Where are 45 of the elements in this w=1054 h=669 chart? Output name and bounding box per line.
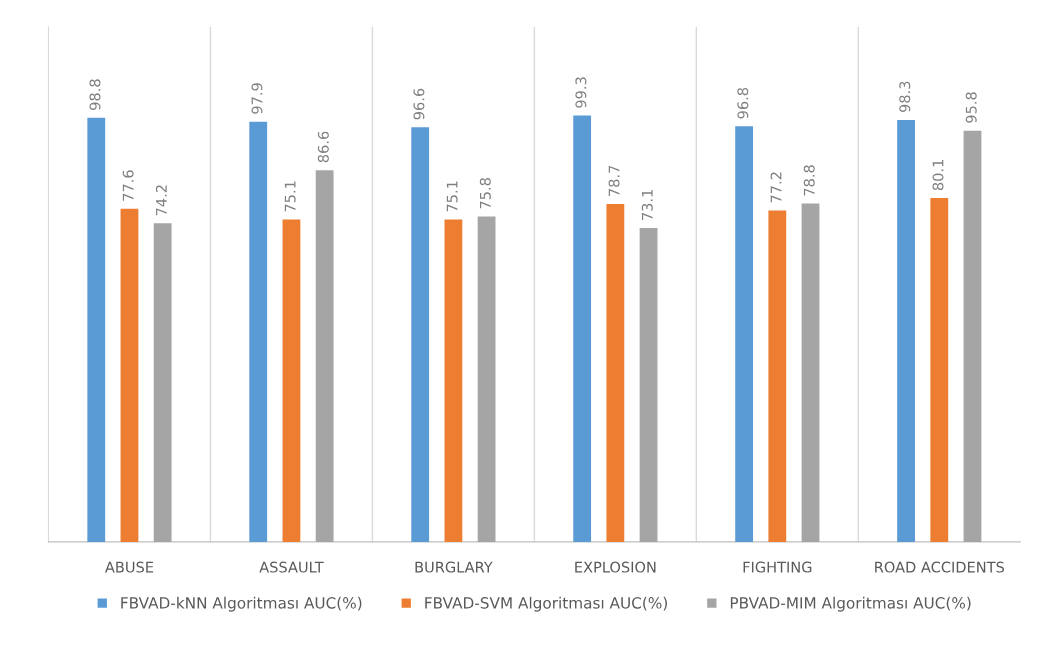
- data-label: 96.8: [737, 87, 749, 119]
- bar: [801, 203, 820, 542]
- x-tick-label: ABUSE: [105, 561, 154, 573]
- data-label: 75.1: [446, 181, 458, 212]
- bar: [606, 204, 625, 542]
- data-label: 96.6: [413, 88, 425, 120]
- data-label: 78.7: [608, 165, 620, 196]
- bar: [930, 198, 949, 542]
- data-label: 78.8: [803, 165, 815, 196]
- data-label: 86.6: [317, 131, 329, 163]
- data-label: 97.9: [251, 83, 263, 114]
- bar: [768, 210, 787, 542]
- bar: [735, 126, 754, 542]
- legend-label: PBVAD-MIM Algoritması AUC(%): [730, 596, 971, 612]
- bar: [87, 117, 106, 542]
- data-label: 99.3: [575, 77, 587, 108]
- legend-label: FBVAD-SVM Algoritması AUC(%): [425, 596, 667, 612]
- x-tick-label: ASSAULT: [259, 561, 324, 573]
- x-tick-label: BURGLARY: [415, 561, 493, 573]
- data-label: 77.6: [122, 170, 134, 201]
- data-label: 95.8: [965, 92, 977, 123]
- bar: [315, 170, 334, 542]
- bar: [282, 219, 301, 542]
- bar: [573, 115, 592, 542]
- data-label: 75.8: [479, 178, 491, 209]
- legend-label: FBVAD-kNN Algoritması AUC(%): [121, 596, 362, 612]
- data-label: 80.1: [932, 159, 944, 191]
- data-label: 77.2: [770, 172, 782, 203]
- data-label: 98.8: [89, 79, 101, 110]
- x-tick-label: ROAD ACCIDENTS: [875, 561, 1005, 573]
- bar: [639, 228, 658, 542]
- bar: [120, 208, 139, 542]
- data-label: 73.1: [641, 190, 653, 220]
- data-label: 98.3: [899, 81, 911, 113]
- bar: [963, 130, 982, 542]
- bar: [249, 121, 268, 542]
- bar: [897, 119, 915, 542]
- x-tick-label: EXPLOSION: [575, 561, 656, 573]
- data-label: 74.2: [155, 185, 167, 216]
- data-label: 75.1: [284, 181, 296, 212]
- x-tick-label: FIGHTING: [743, 561, 812, 573]
- bar: [153, 223, 172, 542]
- bar: [477, 216, 496, 542]
- bar: [411, 127, 430, 542]
- bar: [444, 219, 463, 542]
